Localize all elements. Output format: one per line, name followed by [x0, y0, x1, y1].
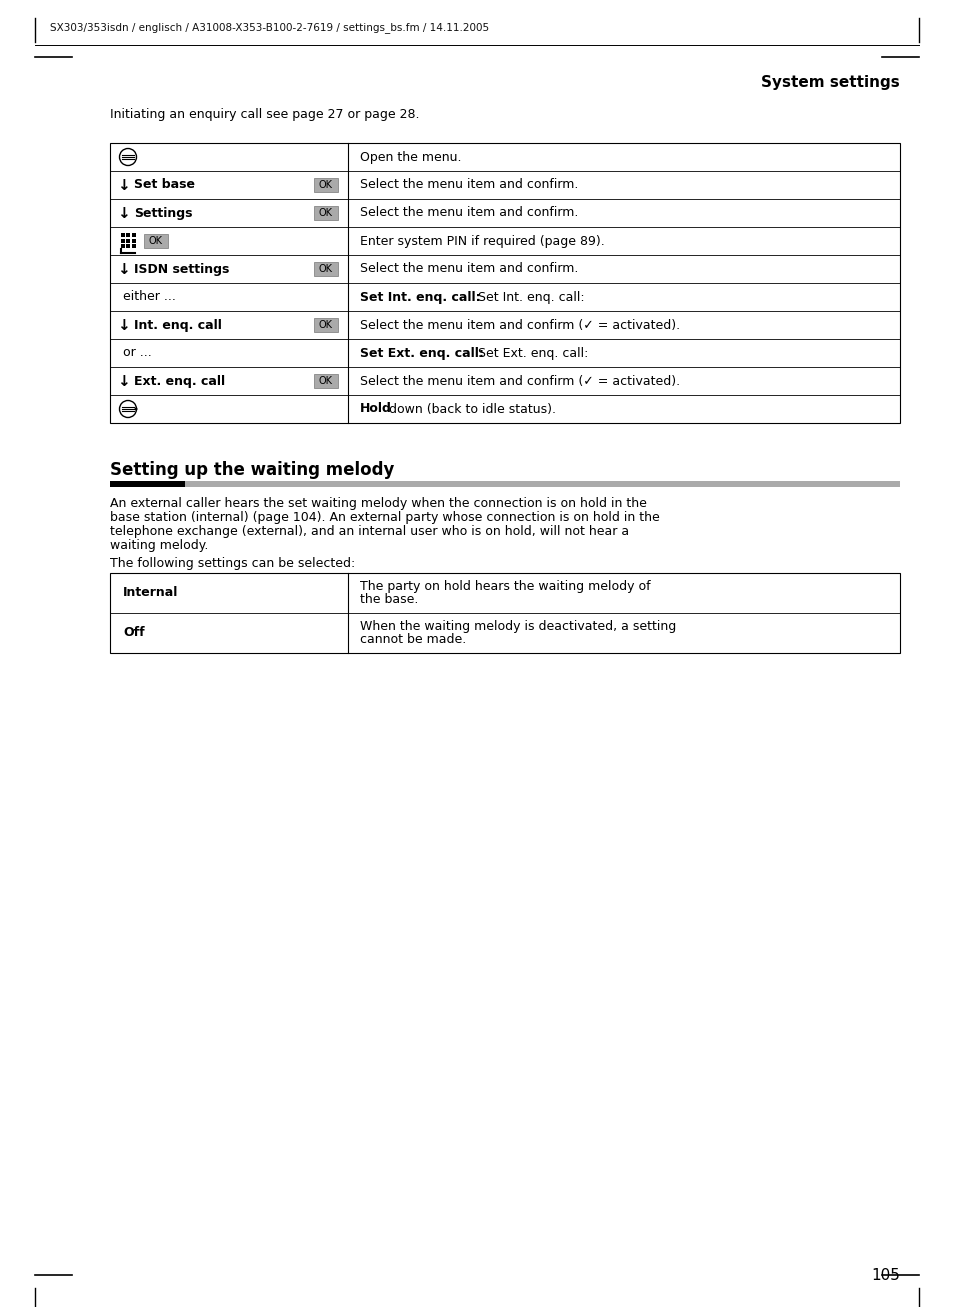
Text: ↓: ↓	[116, 374, 130, 388]
Text: Hold: Hold	[359, 403, 392, 416]
Text: An external caller hears the set waiting melody when the connection is on hold i: An external caller hears the set waiting…	[110, 497, 646, 510]
Text: Setting up the waiting melody: Setting up the waiting melody	[110, 461, 394, 478]
Text: waiting melody.: waiting melody.	[110, 538, 208, 552]
Text: Enter system PIN if required (page 89).: Enter system PIN if required (page 89).	[359, 234, 604, 247]
Text: ↓: ↓	[116, 318, 130, 332]
Text: OK: OK	[318, 264, 333, 274]
Text: ↓: ↓	[116, 205, 130, 221]
Text: 105: 105	[870, 1268, 899, 1283]
Bar	[121, 244, 125, 248]
Text: The party on hold hears the waiting melody of: The party on hold hears the waiting melo…	[359, 580, 650, 593]
Text: either ...: either ...	[123, 290, 175, 303]
Text: Open the menu.: Open the menu.	[359, 150, 461, 163]
Text: cannot be made.: cannot be made.	[359, 633, 466, 646]
Bar	[132, 233, 136, 237]
Text: The following settings can be selected:: The following settings can be selected:	[110, 557, 355, 570]
Bar	[144, 234, 168, 248]
Text: When the waiting melody is deactivated, a setting: When the waiting melody is deactivated, …	[359, 620, 676, 633]
Text: Ext. enq. call: Ext. enq. call	[133, 375, 225, 387]
Bar	[314, 261, 337, 276]
Bar	[132, 238, 136, 243]
Text: Set Ext. enq. call:: Set Ext. enq. call:	[477, 346, 588, 359]
Bar	[127, 238, 131, 243]
Bar	[314, 318, 337, 332]
Text: OK: OK	[318, 180, 333, 190]
Text: Settings: Settings	[133, 207, 193, 220]
Bar	[121, 238, 125, 243]
Text: Set base: Set base	[133, 179, 194, 192]
Text: Internal: Internal	[123, 587, 178, 600]
Text: or ...: or ...	[123, 346, 152, 359]
Bar	[110, 572, 899, 654]
Text: System settings: System settings	[760, 74, 899, 90]
Bar	[127, 244, 131, 248]
Text: down (back to idle status).: down (back to idle status).	[384, 403, 556, 416]
Text: Select the menu item and confirm.: Select the menu item and confirm.	[359, 263, 578, 276]
Bar	[185, 481, 899, 488]
Text: Set Int. enq. call:: Set Int. enq. call:	[359, 290, 480, 303]
Text: Set Int. enq. call:: Set Int. enq. call:	[477, 290, 584, 303]
Text: ISDN settings: ISDN settings	[133, 263, 229, 276]
Text: telephone exchange (external), and an internal user who is on hold, will not hea: telephone exchange (external), and an in…	[110, 525, 628, 538]
Bar	[121, 233, 125, 237]
Text: ↓: ↓	[116, 178, 130, 192]
Text: SX303/353isdn / englisch / A31008-X353-B100-2-7619 / settings_bs.fm / 14.11.2005: SX303/353isdn / englisch / A31008-X353-B…	[50, 22, 489, 33]
Text: OK: OK	[318, 320, 333, 329]
Bar	[110, 142, 899, 423]
Bar	[132, 244, 136, 248]
Text: Off: Off	[123, 626, 145, 639]
Bar	[314, 178, 337, 192]
Bar	[314, 207, 337, 220]
Text: OK: OK	[318, 376, 333, 386]
Text: Select the menu item and confirm (✓ = activated).: Select the menu item and confirm (✓ = ac…	[359, 375, 679, 387]
Text: Select the menu item and confirm.: Select the menu item and confirm.	[359, 179, 578, 192]
Circle shape	[134, 408, 137, 410]
Text: OK: OK	[318, 208, 333, 218]
Bar	[110, 481, 185, 488]
Text: Select the menu item and confirm.: Select the menu item and confirm.	[359, 207, 578, 220]
Bar	[314, 374, 337, 388]
Text: Select the menu item and confirm (✓ = activated).: Select the menu item and confirm (✓ = ac…	[359, 319, 679, 332]
Text: OK: OK	[149, 237, 163, 246]
Text: Int. enq. call: Int. enq. call	[133, 319, 222, 332]
Text: base station (internal) (page 104). An external party whose connection is on hol: base station (internal) (page 104). An e…	[110, 511, 659, 524]
Text: Initiating an enquiry call see page 27 or page 28.: Initiating an enquiry call see page 27 o…	[110, 108, 419, 122]
Text: the base.: the base.	[359, 593, 418, 606]
Bar	[127, 233, 131, 237]
Text: Set Ext. enq. call:: Set Ext. enq. call:	[359, 346, 483, 359]
Text: ↓: ↓	[116, 261, 130, 277]
